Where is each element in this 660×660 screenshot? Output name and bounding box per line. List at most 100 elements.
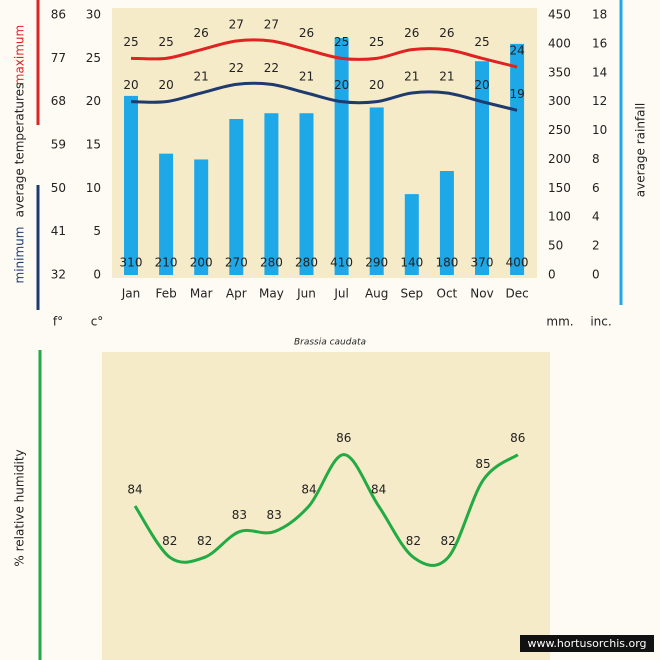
data-label: 20: [474, 78, 489, 92]
data-label: 22: [264, 61, 279, 75]
tick-label: 25: [86, 51, 101, 65]
plot-background: [112, 8, 537, 278]
tick-label: 0: [548, 268, 556, 282]
tick-label: 16: [592, 36, 607, 50]
x-tick-label: Oct: [437, 287, 458, 301]
tick-label: 8: [592, 152, 600, 166]
tick-label: 77: [51, 51, 66, 65]
tick-label: 350: [548, 65, 571, 79]
data-label: 22: [229, 61, 244, 75]
data-label: 84: [371, 483, 386, 497]
data-label: 84: [127, 483, 142, 497]
data-label: 19: [509, 87, 524, 101]
tick-label: 450: [548, 8, 571, 22]
data-label: 82: [441, 534, 456, 548]
tick-label: 14: [592, 65, 607, 79]
tick-label: 30: [86, 8, 101, 22]
data-label: 82: [406, 534, 421, 548]
data-label: 26: [194, 26, 209, 40]
tick-label: 0: [93, 268, 101, 282]
data-label: 20: [369, 78, 384, 92]
data-label: 83: [232, 508, 247, 522]
tick-label: 68: [51, 94, 66, 108]
data-label: 21: [194, 70, 209, 84]
y-axis-label: % relative humidity: [13, 449, 27, 566]
data-label: 21: [404, 70, 419, 84]
bar-label: 200: [190, 256, 213, 270]
data-label: 20: [334, 78, 349, 92]
tick-label: 200: [548, 152, 571, 166]
bar: [334, 38, 349, 275]
tick-label: 12: [592, 94, 607, 108]
x-tick-label: Jun: [296, 287, 316, 301]
x-tick-label: May: [259, 287, 284, 301]
tick-label: 0: [592, 268, 600, 282]
data-label: 20: [158, 78, 173, 92]
tick-label: 20: [86, 94, 101, 108]
data-label: 85: [475, 457, 490, 471]
bar-label: 400: [506, 256, 529, 270]
footer-bg: [520, 635, 654, 652]
data-label: 25: [334, 35, 349, 49]
data-label: 26: [439, 26, 454, 40]
data-label: 21: [299, 70, 314, 84]
x-tick-label: Jan: [121, 287, 141, 301]
data-label: 25: [123, 35, 138, 49]
bar-label: 290: [365, 256, 388, 270]
line: [130, 38, 518, 69]
bar-label: 270: [225, 256, 248, 270]
bar-label: 280: [295, 256, 318, 270]
data-label: 20: [123, 78, 138, 92]
bar: [124, 95, 138, 275]
data-label: 82: [162, 534, 177, 548]
bar: [369, 107, 384, 275]
y2-axis-label: average rainfall: [634, 103, 648, 197]
data-label: 86: [336, 431, 351, 445]
bar: [404, 194, 419, 275]
tick-label: 5: [93, 224, 101, 238]
bar: [264, 113, 279, 275]
tick-label: 50: [548, 239, 563, 253]
x-tick-label: Aug: [365, 287, 388, 301]
tick-label: 41: [51, 224, 66, 238]
bar-label: 370: [471, 256, 494, 270]
bar-label: 140: [400, 256, 423, 270]
line: [130, 81, 518, 112]
bar-label: 310: [120, 256, 143, 270]
tick-label: 59: [51, 138, 66, 152]
tick-label: 150: [548, 181, 571, 195]
unit-mm: mm.: [546, 315, 573, 329]
data-label: 84: [301, 483, 316, 497]
x-tick-label: Mar: [190, 287, 213, 301]
bar: [229, 119, 244, 275]
data-label: 26: [404, 26, 419, 40]
tick-label: 6: [592, 181, 600, 195]
x-tick-label: Sep: [400, 287, 423, 301]
footer: www.hortusorchis.org: [527, 637, 646, 650]
x-tick-label: Dec: [505, 287, 528, 301]
line: [133, 453, 519, 567]
data-label: 24: [509, 44, 524, 58]
y-axis-label: average temperatures: [13, 83, 27, 218]
tick-label: 10: [592, 123, 607, 137]
data-label: 25: [369, 35, 384, 49]
data-label: 82: [197, 534, 212, 548]
data-label: 25: [474, 35, 489, 49]
tick-label: 15: [86, 138, 101, 152]
tick-label: 86: [51, 8, 66, 22]
data-label: 27: [229, 18, 244, 32]
bar-label: 210: [155, 256, 178, 270]
data-label: 21: [439, 70, 454, 84]
unit-in: inc.: [590, 315, 611, 329]
legend-min: minimum: [13, 227, 27, 284]
tick-label: 10: [86, 181, 101, 195]
bar-label: 280: [260, 256, 283, 270]
x-tick-label: Feb: [155, 287, 176, 301]
caption: Brassia caudata: [294, 338, 366, 348]
bar-label: 410: [330, 256, 353, 270]
x-tick-label: Jul: [333, 287, 348, 301]
x-tick-label: Nov: [470, 287, 493, 301]
tick-label: 400: [548, 36, 571, 50]
tick-label: 50: [51, 181, 66, 195]
